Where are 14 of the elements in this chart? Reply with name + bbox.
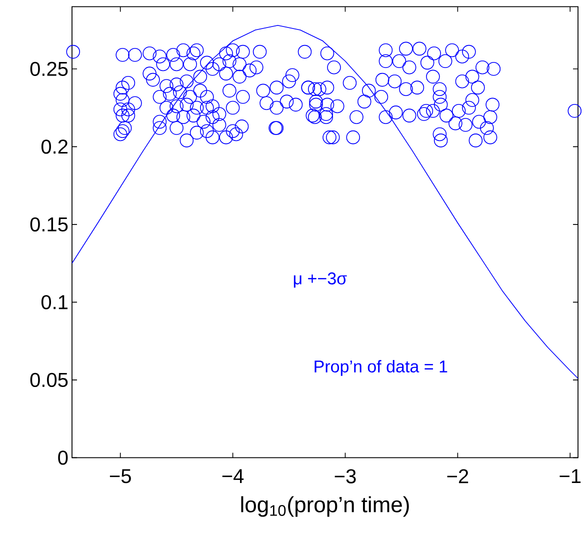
- y-tick-label: 0.15: [30, 217, 68, 232]
- y-tick-label: 0.1: [41, 295, 68, 310]
- annotation: μ +−3σ: [294, 272, 347, 288]
- y-tick-label: 0: [58, 450, 68, 465]
- x-axis-title: log$_{10}$(prop’n time): [241, 496, 409, 517]
- x-tick-label: −3: [334, 469, 356, 484]
- y-tick-label: 0.2: [41, 140, 68, 154]
- x-tick-label: −4: [222, 469, 244, 483]
- x-tick-label: −2: [447, 469, 468, 484]
- y-tick-label: 0.25: [30, 62, 68, 76]
- y-tick-label: 0.05: [30, 372, 68, 388]
- x-tick-label: −1: [560, 469, 581, 483]
- annotation: Prop’n of data = 1: [314, 360, 448, 376]
- x-tick-label: −5: [110, 469, 131, 484]
